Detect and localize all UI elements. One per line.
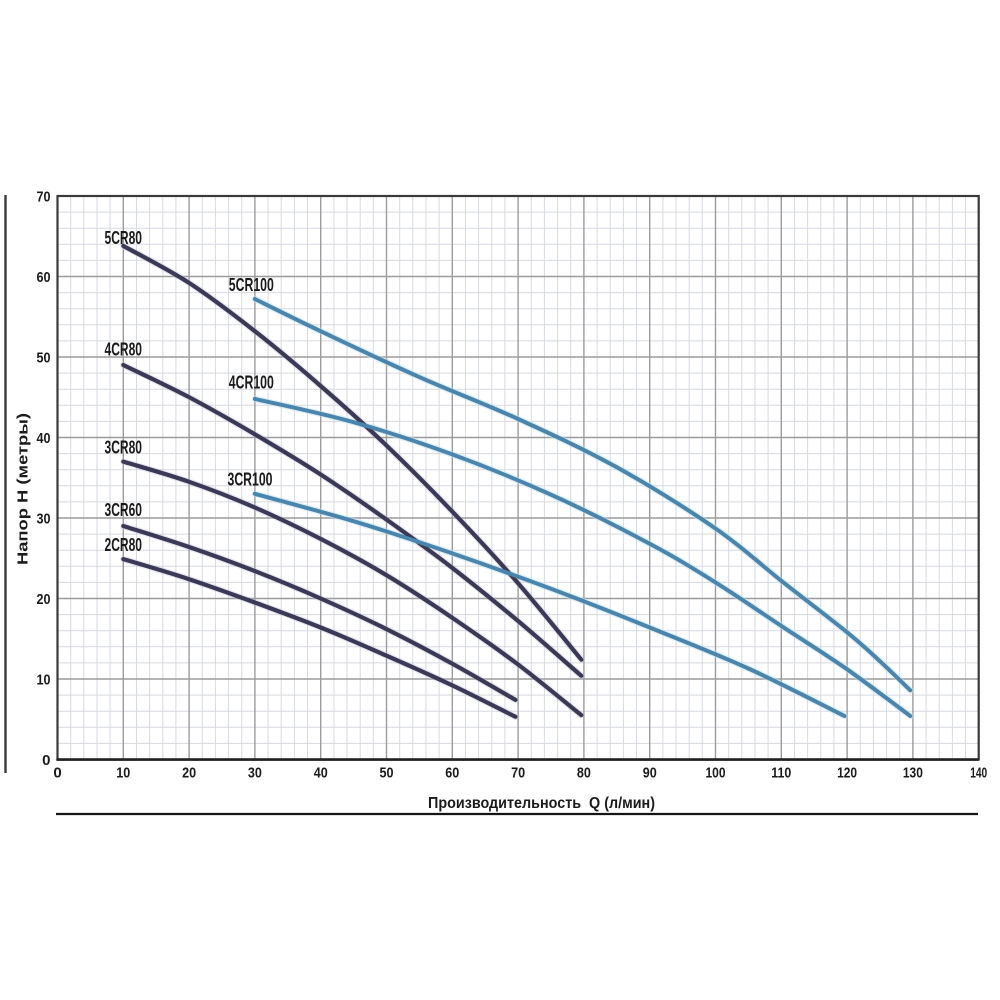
svg-text:10: 10 (116, 765, 130, 782)
svg-text:90: 90 (643, 765, 657, 782)
svg-text:80: 80 (577, 765, 591, 782)
svg-text:5CR80: 5CR80 (105, 228, 143, 248)
svg-text:5CR100: 5CR100 (229, 275, 274, 295)
svg-text:30: 30 (37, 511, 51, 528)
svg-text:2CR80: 2CR80 (105, 535, 143, 555)
svg-text:20: 20 (182, 765, 196, 782)
svg-text:20: 20 (37, 591, 51, 608)
svg-text:3CR60: 3CR60 (105, 500, 143, 520)
svg-text:120: 120 (837, 765, 857, 782)
svg-text:Производительность Q (л/мин): Производительность Q (л/мин) (428, 795, 655, 812)
svg-text:60: 60 (37, 269, 51, 286)
svg-text:0: 0 (53, 765, 61, 782)
svg-text:40: 40 (314, 765, 328, 782)
svg-text:40: 40 (37, 430, 51, 447)
svg-text:50: 50 (37, 350, 51, 367)
svg-text:50: 50 (380, 765, 394, 782)
svg-text:30: 30 (248, 765, 262, 782)
svg-text:4CR100: 4CR100 (229, 373, 274, 393)
svg-text:70: 70 (37, 189, 51, 206)
svg-text:100: 100 (706, 765, 726, 782)
svg-text:3CR100: 3CR100 (228, 470, 273, 490)
svg-text:60: 60 (445, 765, 459, 782)
svg-text:0: 0 (42, 752, 50, 769)
svg-text:3CR80: 3CR80 (105, 438, 143, 458)
svg-text:70: 70 (511, 765, 525, 782)
svg-text:4CR80: 4CR80 (105, 340, 143, 360)
svg-text:Напор Н (метры): Напор Н (метры) (15, 413, 32, 565)
svg-text:10: 10 (37, 672, 51, 689)
svg-text:110: 110 (771, 765, 791, 782)
svg-text:130: 130 (903, 765, 923, 782)
svg-text:140: 140 (970, 765, 987, 782)
